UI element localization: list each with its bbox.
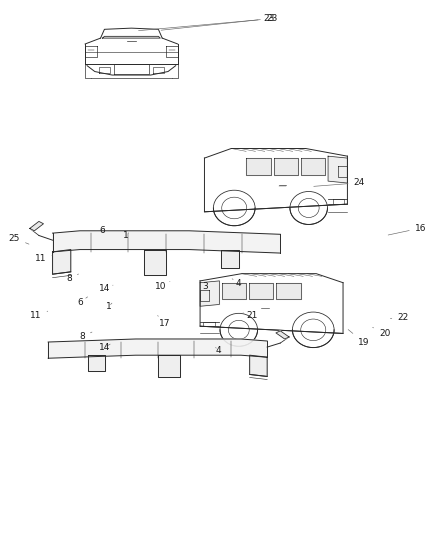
Polygon shape [276, 331, 289, 339]
Text: 16: 16 [388, 224, 426, 235]
Polygon shape [158, 355, 180, 377]
Polygon shape [30, 221, 43, 231]
Polygon shape [301, 158, 325, 175]
Polygon shape [53, 249, 71, 274]
Text: 10: 10 [155, 281, 170, 291]
Polygon shape [88, 355, 105, 372]
Polygon shape [246, 158, 272, 175]
Text: 14: 14 [99, 343, 110, 352]
Polygon shape [249, 282, 273, 299]
Text: 20: 20 [373, 327, 390, 337]
Polygon shape [102, 36, 160, 38]
Text: 8: 8 [66, 274, 78, 282]
Polygon shape [221, 249, 239, 268]
Text: 22: 22 [390, 313, 409, 321]
Polygon shape [223, 282, 246, 299]
Text: 19: 19 [348, 329, 369, 346]
Text: 21: 21 [243, 311, 258, 320]
Text: 6: 6 [99, 227, 105, 235]
Text: 11: 11 [35, 254, 52, 263]
Polygon shape [275, 158, 298, 175]
Text: 11: 11 [30, 311, 48, 320]
Polygon shape [200, 281, 219, 306]
Polygon shape [250, 355, 267, 376]
Text: 14: 14 [99, 285, 113, 293]
Polygon shape [48, 339, 267, 358]
Text: 1: 1 [106, 302, 112, 311]
Text: 6: 6 [77, 297, 88, 306]
Text: 23: 23 [161, 14, 275, 30]
Text: 24: 24 [314, 179, 365, 187]
Polygon shape [53, 231, 280, 253]
Text: 3: 3 [199, 281, 208, 291]
Text: 4: 4 [215, 346, 221, 354]
Text: 8: 8 [79, 332, 92, 341]
Text: 4: 4 [232, 279, 241, 288]
Polygon shape [328, 156, 347, 183]
Polygon shape [276, 282, 301, 299]
Text: 23: 23 [138, 14, 277, 31]
Polygon shape [144, 249, 166, 276]
Text: 25: 25 [9, 234, 29, 244]
Text: 17: 17 [158, 316, 170, 328]
Text: 1: 1 [123, 231, 129, 240]
